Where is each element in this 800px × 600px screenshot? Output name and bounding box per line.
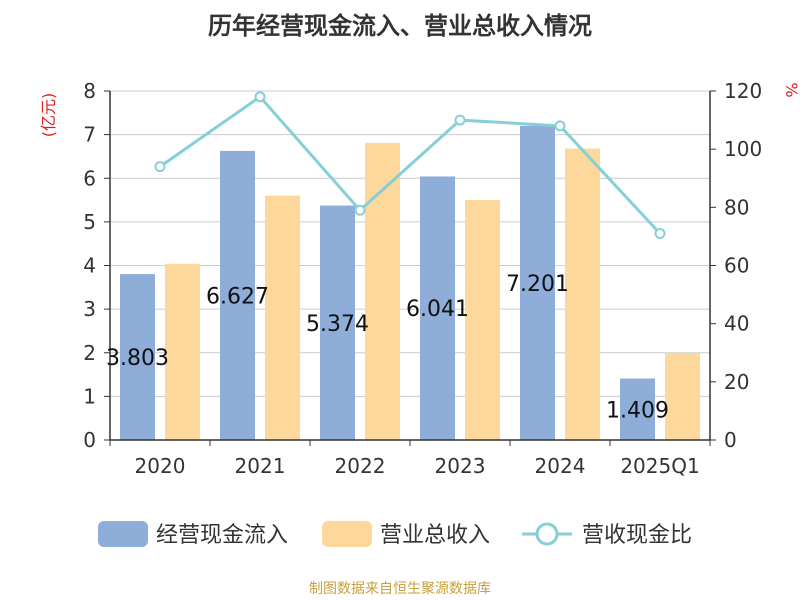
y-right-tick-label: 100 bbox=[724, 137, 762, 161]
y-left-tick-label: 1 bbox=[83, 384, 96, 408]
y-left-tick-label: 0 bbox=[83, 428, 96, 452]
legend-label: 营业总收入 bbox=[380, 523, 490, 548]
x-tick-label: 2025Q1 bbox=[620, 454, 699, 478]
bar-data-label: 1.409 bbox=[606, 398, 669, 423]
y-right-tick-label: 0 bbox=[724, 428, 737, 452]
y-left-axis-title: (亿元) bbox=[39, 93, 58, 138]
ratio-line bbox=[154, 91, 666, 240]
bar-data-label: 5.374 bbox=[306, 312, 369, 337]
bar-revenue bbox=[565, 148, 600, 440]
y-left-tick-label: 5 bbox=[83, 210, 96, 234]
x-tick-label: 2024 bbox=[535, 454, 586, 478]
bar-cash-inflow bbox=[220, 150, 255, 440]
y-right-tick-label: 120 bbox=[724, 79, 762, 103]
y-left-tick-label: 3 bbox=[83, 297, 96, 321]
x-tick-label: 2020 bbox=[135, 454, 186, 478]
bar-cash-inflow bbox=[620, 378, 655, 440]
y-right-axis-title: % bbox=[782, 82, 800, 97]
bars bbox=[120, 125, 700, 441]
line-point bbox=[454, 114, 466, 126]
legend-swatch bbox=[322, 521, 372, 547]
bar-revenue bbox=[465, 200, 500, 440]
bar-revenue bbox=[365, 142, 400, 440]
x-tick-label: 2021 bbox=[235, 454, 286, 478]
bar-data-label: 7.201 bbox=[506, 272, 569, 297]
bar-revenue bbox=[265, 195, 300, 440]
bar-revenue bbox=[165, 263, 200, 440]
bar-data-label: 3.803 bbox=[106, 346, 169, 371]
line-ratio bbox=[159, 94, 662, 235]
bar-revenue bbox=[665, 353, 700, 440]
y-left-tick-label: 4 bbox=[83, 254, 96, 278]
bar-cash-inflow bbox=[120, 274, 155, 440]
legend-marker bbox=[535, 522, 559, 546]
bar-cash-inflow bbox=[320, 205, 355, 440]
legend-swatch bbox=[98, 521, 148, 547]
legend-label: 经营现金流入 bbox=[156, 523, 288, 548]
bar-data-label: 6.041 bbox=[406, 297, 469, 322]
bar-cash-inflow bbox=[520, 125, 555, 440]
bar-cash-inflow bbox=[420, 176, 455, 441]
x-tick-label: 2023 bbox=[435, 454, 486, 478]
source-note: 制图数据来自恒生聚源数据库 bbox=[309, 581, 491, 597]
line-point bbox=[554, 120, 566, 132]
line-point bbox=[154, 161, 166, 173]
y-left-tick-label: 2 bbox=[83, 341, 96, 365]
y-right-tick-label: 40 bbox=[724, 312, 749, 336]
line-point bbox=[654, 228, 666, 240]
legend: 经营现金流入 营业总收入 营收现金比 bbox=[98, 521, 692, 548]
y-left-tick-label: 8 bbox=[83, 79, 96, 103]
legend-label: 营收现金比 bbox=[582, 523, 692, 548]
y-right-tick-label: 80 bbox=[724, 195, 749, 219]
x-tick-label: 2022 bbox=[335, 454, 386, 478]
y-left-tick-label: 6 bbox=[83, 166, 96, 190]
line-point bbox=[254, 91, 266, 103]
data-labels: 3.803 6.627 5.374 6.041 7.201 1.409 bbox=[106, 272, 669, 423]
line-point bbox=[354, 204, 366, 216]
y-left-tick-label: 7 bbox=[83, 123, 96, 147]
y-right-tick-label: 60 bbox=[724, 254, 749, 278]
y-right-tick-label: 20 bbox=[724, 370, 749, 394]
chart-title: 历年经营现金流入、营业总收入情况 bbox=[208, 12, 592, 40]
bar-data-label: 6.627 bbox=[206, 284, 269, 309]
